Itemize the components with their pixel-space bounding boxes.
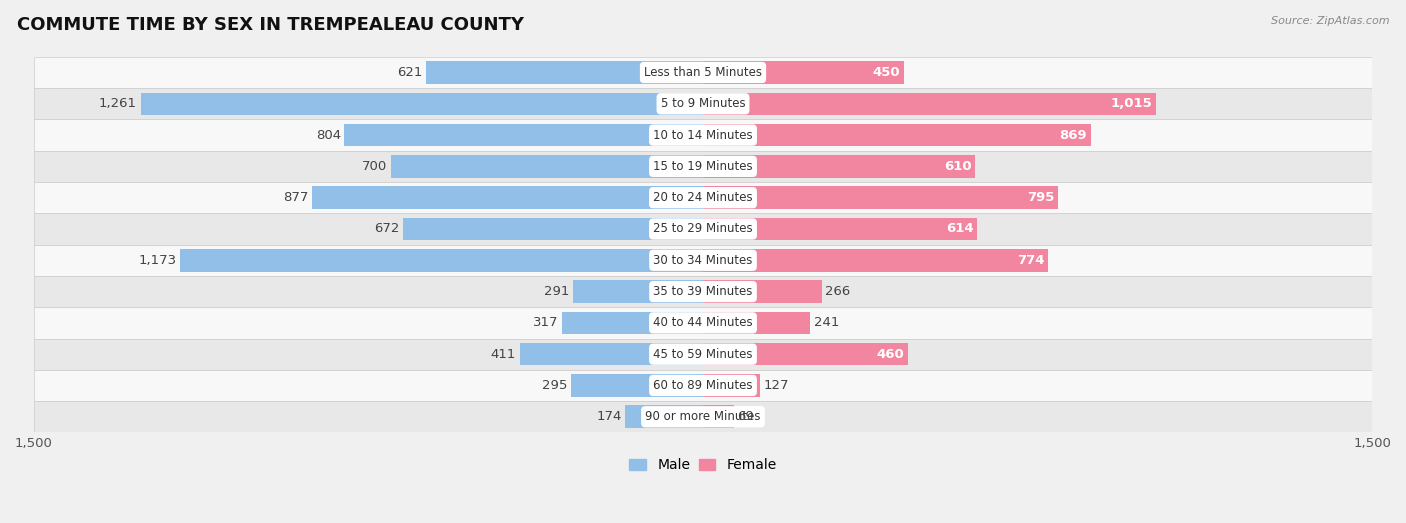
Text: 877: 877 bbox=[283, 191, 308, 204]
Bar bbox=[703, 312, 810, 334]
Text: 90 or more Minutes: 90 or more Minutes bbox=[645, 410, 761, 423]
Text: 45 to 59 Minutes: 45 to 59 Minutes bbox=[654, 348, 752, 361]
Bar bbox=[574, 280, 703, 303]
Bar bbox=[703, 61, 904, 84]
Bar bbox=[626, 405, 703, 428]
Text: 69: 69 bbox=[737, 410, 754, 423]
Text: 30 to 34 Minutes: 30 to 34 Minutes bbox=[654, 254, 752, 267]
Legend: Male, Female: Male, Female bbox=[624, 453, 782, 478]
Bar bbox=[703, 249, 1049, 271]
Text: 20 to 24 Minutes: 20 to 24 Minutes bbox=[654, 191, 752, 204]
Text: 460: 460 bbox=[877, 348, 904, 361]
Bar bbox=[703, 155, 976, 178]
Text: 610: 610 bbox=[943, 160, 972, 173]
Bar bbox=[520, 343, 703, 366]
Bar bbox=[34, 307, 1372, 338]
Bar bbox=[34, 182, 1372, 213]
Bar bbox=[34, 57, 1372, 88]
Text: 40 to 44 Minutes: 40 to 44 Minutes bbox=[654, 316, 752, 329]
Text: 1,173: 1,173 bbox=[138, 254, 176, 267]
Bar bbox=[703, 124, 1091, 146]
Text: 291: 291 bbox=[544, 285, 569, 298]
Bar bbox=[312, 186, 703, 209]
Text: 1,015: 1,015 bbox=[1111, 97, 1152, 110]
Bar bbox=[34, 401, 1372, 433]
Text: 411: 411 bbox=[491, 348, 516, 361]
Text: 266: 266 bbox=[825, 285, 851, 298]
Text: 869: 869 bbox=[1059, 129, 1087, 142]
Text: 241: 241 bbox=[814, 316, 839, 329]
Bar bbox=[141, 93, 703, 115]
Bar bbox=[34, 338, 1372, 370]
Bar bbox=[703, 374, 759, 397]
Bar bbox=[34, 119, 1372, 151]
Text: 25 to 29 Minutes: 25 to 29 Minutes bbox=[654, 222, 752, 235]
Bar bbox=[703, 218, 977, 240]
Text: 174: 174 bbox=[596, 410, 621, 423]
Text: 10 to 14 Minutes: 10 to 14 Minutes bbox=[654, 129, 752, 142]
Bar bbox=[34, 213, 1372, 245]
Bar bbox=[391, 155, 703, 178]
Text: 5 to 9 Minutes: 5 to 9 Minutes bbox=[661, 97, 745, 110]
Text: 774: 774 bbox=[1017, 254, 1045, 267]
Bar bbox=[34, 151, 1372, 182]
Bar bbox=[561, 312, 703, 334]
Bar bbox=[703, 280, 821, 303]
Bar bbox=[703, 186, 1057, 209]
Text: 1,261: 1,261 bbox=[98, 97, 136, 110]
Bar bbox=[571, 374, 703, 397]
Text: 795: 795 bbox=[1026, 191, 1054, 204]
Text: 15 to 19 Minutes: 15 to 19 Minutes bbox=[654, 160, 752, 173]
Bar bbox=[180, 249, 703, 271]
Text: 295: 295 bbox=[543, 379, 568, 392]
Text: 317: 317 bbox=[533, 316, 558, 329]
Bar bbox=[703, 343, 908, 366]
Text: 621: 621 bbox=[396, 66, 422, 79]
Bar bbox=[703, 405, 734, 428]
Text: 700: 700 bbox=[361, 160, 387, 173]
Text: 35 to 39 Minutes: 35 to 39 Minutes bbox=[654, 285, 752, 298]
Bar bbox=[34, 370, 1372, 401]
Text: Source: ZipAtlas.com: Source: ZipAtlas.com bbox=[1271, 16, 1389, 26]
Bar bbox=[703, 93, 1156, 115]
Text: 60 to 89 Minutes: 60 to 89 Minutes bbox=[654, 379, 752, 392]
Text: 804: 804 bbox=[316, 129, 340, 142]
Bar bbox=[426, 61, 703, 84]
Text: Less than 5 Minutes: Less than 5 Minutes bbox=[644, 66, 762, 79]
Bar bbox=[34, 88, 1372, 119]
Text: 127: 127 bbox=[763, 379, 789, 392]
Text: 614: 614 bbox=[946, 222, 973, 235]
Text: COMMUTE TIME BY SEX IN TREMPEALEAU COUNTY: COMMUTE TIME BY SEX IN TREMPEALEAU COUNT… bbox=[17, 16, 524, 33]
Bar bbox=[34, 276, 1372, 307]
Bar bbox=[34, 245, 1372, 276]
Bar bbox=[344, 124, 703, 146]
Text: 672: 672 bbox=[374, 222, 399, 235]
Bar bbox=[404, 218, 703, 240]
Text: 450: 450 bbox=[873, 66, 900, 79]
